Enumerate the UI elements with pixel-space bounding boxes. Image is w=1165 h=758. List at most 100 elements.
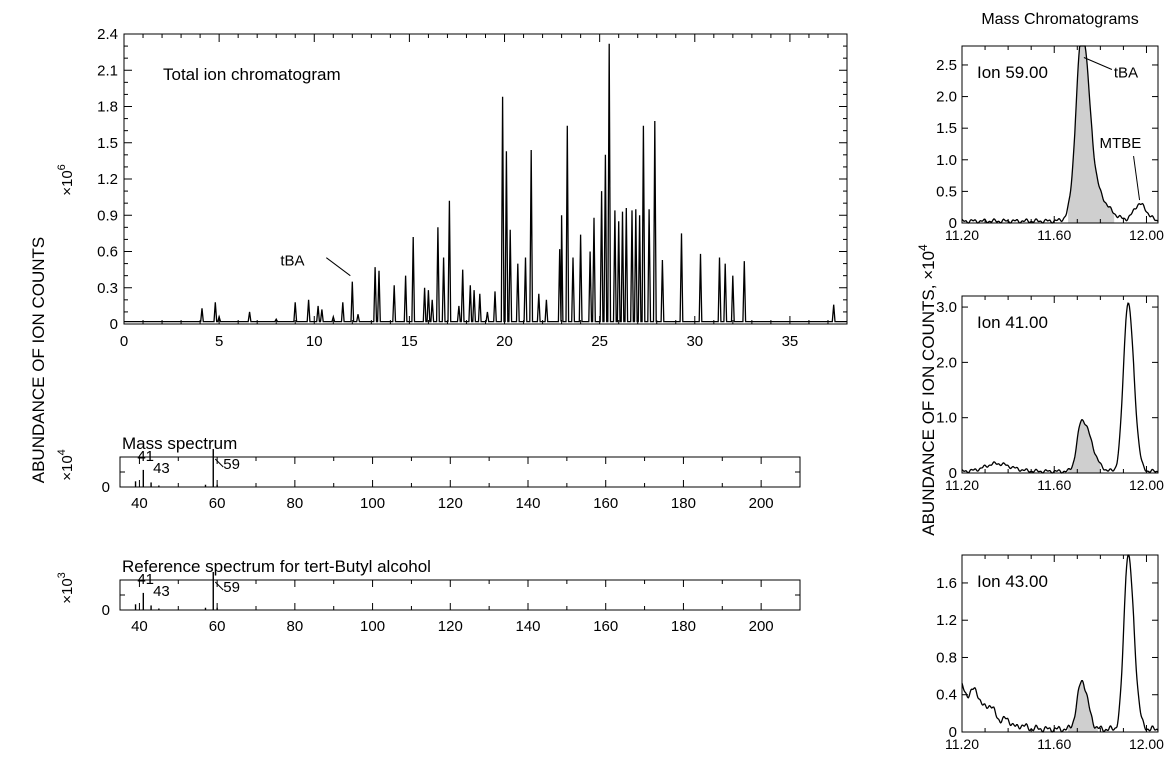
ms-chart: 40 60 80 100 120 140 160 180 200 0 ×104 Mass spectr…	[56, 434, 801, 512]
ion59-ytick-label: 0.5	[936, 183, 957, 200]
ion41-title: Ion 41.00	[977, 313, 1048, 332]
tic-xtick-label: 35	[782, 333, 799, 350]
ion59-ytick-label: 0	[949, 215, 957, 232]
tic-ytick-label: 0.9	[97, 207, 118, 224]
ref-multiplier-exp: 3	[56, 572, 68, 578]
ion41-xtick-label: 11.60	[1037, 477, 1071, 493]
ion41-xtick-label: 12.00	[1129, 477, 1164, 493]
tic-ytick-label: 2.1	[97, 62, 118, 79]
ion41-ytick-label: 0	[949, 465, 957, 482]
ms-xtick-label: 60	[209, 495, 226, 512]
tic-xtick-label: 30	[686, 333, 703, 350]
ion41-shaded-area	[1068, 419, 1101, 473]
ion41-ytick-label: 2.0	[936, 354, 957, 371]
ion59-title: Ion 59.00	[977, 63, 1048, 82]
ion43-ytick-label: 0	[949, 724, 957, 741]
ms-xtick-label: 200	[749, 495, 774, 512]
ms-ytick-label: 0	[102, 479, 110, 496]
ms-xtick-label: 40	[131, 495, 148, 512]
ref-multiplier-base: ×10	[59, 578, 76, 603]
tic-ytick-label: 0.3	[97, 280, 118, 297]
ion43-xtick-label: 11.60	[1037, 736, 1071, 752]
ref-title: Reference spectrum for tert-Butyl alcoho…	[122, 557, 431, 576]
tic-ytick-label: 1.5	[97, 135, 118, 152]
tic-ytick-label: 1.8	[97, 99, 118, 116]
ms-multiplier: ×104	[56, 449, 76, 481]
tic-xtick-label: 25	[591, 333, 608, 350]
ion59-annotation-leader	[1133, 155, 1141, 201]
right-title: Mass Chromatograms	[981, 11, 1138, 28]
ref-xtick-label: 160	[593, 618, 618, 635]
ref-xtick-label: 60	[209, 618, 226, 635]
ms-peak-leader	[214, 458, 224, 468]
right-ylabel-text: ABUNDANCE OF ION COUNTS, ×10	[919, 251, 938, 536]
tic-ytick-label: 0	[110, 316, 118, 333]
ms-xtick-label: 80	[287, 495, 304, 512]
ion43-trace	[961, 554, 1159, 733]
ms-xtick-label: 100	[360, 495, 385, 512]
tic-multiplier-base: ×10	[59, 170, 76, 195]
ms-title: Mass spectrum	[122, 434, 237, 453]
tic-ytick-label: 2.4	[97, 26, 118, 43]
ref-frame	[119, 579, 801, 611]
ion41-ytick-label: 1.0	[936, 410, 957, 427]
ion43-frame	[961, 554, 1159, 733]
ion59-frame	[961, 45, 1159, 224]
right-ylabel-exp: 4	[916, 244, 930, 251]
ms-multiplier-base: ×10	[59, 455, 76, 480]
ion59-ytick-label: 2.5	[936, 57, 957, 74]
ion41-xtick-label: 11.20	[945, 477, 979, 493]
ion59-shaded-area	[1068, 46, 1115, 223]
ms-multiplier-exp: 4	[56, 449, 68, 455]
ion59-trace	[961, 45, 1159, 224]
tic-annotation-leader	[326, 257, 351, 277]
tic-xtick-label: 15	[401, 333, 418, 350]
ms-frame	[119, 456, 801, 488]
tic-ytick-label: 1.2	[97, 171, 118, 188]
ms-xtick-label: 180	[671, 495, 696, 512]
ion43-chart: 11.20 11.60 12.00 0 0.4 0.8 1.2 1.6 Ion 43.00	[936, 554, 1164, 752]
left-ylabel: ABUNDANCE OF ION COUNTS	[29, 237, 48, 484]
tic-xtick-label: 20	[496, 333, 513, 350]
ion59-xtick-label: 11.60	[1037, 227, 1071, 243]
ion43-xtick-label: 11.20	[945, 736, 979, 752]
ion59-annotation-leader	[1083, 57, 1113, 70]
ref-xtick-label: 100	[360, 618, 385, 635]
ion59-xtick-label: 11.20	[945, 227, 979, 243]
ion43-shaded-area	[1068, 680, 1098, 732]
ion59-ytick-label: 1.0	[936, 152, 957, 169]
ion41-frame	[961, 295, 1159, 474]
ms-xtick-label: 160	[593, 495, 618, 512]
ion43-ytick-label: 1.6	[936, 575, 957, 592]
ion43-ytick-label: 0.8	[936, 649, 957, 666]
ion41-trace	[961, 302, 1159, 474]
ion41-ytick-label: 3.0	[936, 299, 957, 316]
ion59-annotation: MTBE	[1100, 135, 1142, 152]
ms-xtick-label: 140	[515, 495, 540, 512]
ref-xtick-label: 40	[131, 618, 148, 635]
ion59-annotation: tBA	[1114, 64, 1138, 81]
ref-ytick-label: 0	[102, 602, 110, 619]
ref-xtick-label: 140	[515, 618, 540, 635]
tic-multiplier-exp: 6	[56, 164, 68, 170]
tic-xtick-label: 10	[306, 333, 323, 350]
ion59-xtick-label: 12.00	[1129, 227, 1164, 243]
tic-chart: 0 5 10 15 20 25 30 35 0 0.3 0.6 0.9 1.2 1.5 1.8 2.1 2.4 ×…	[56, 26, 848, 350]
ion59-ytick-label: 2.0	[936, 89, 957, 106]
ion59-chart: 11.20 11.60 12.00 0 0.5 1.0 1.5 2.0 2.5 Ion 59.00…	[936, 45, 1164, 243]
ms-peak-label: 43	[153, 460, 170, 477]
right-ylabel: ABUNDANCE OF ION COUNTS, ×104	[916, 244, 938, 536]
ref-peak-label: 43	[153, 583, 170, 600]
ms-xtick-label: 120	[438, 495, 463, 512]
ref-peak-leader	[214, 581, 224, 591]
ref-xtick-label: 80	[287, 618, 304, 635]
ion43-ytick-label: 1.2	[936, 612, 957, 629]
ref-peak-label: 41	[137, 571, 154, 588]
tic-title: Total ion chromatogram	[163, 65, 341, 84]
tic-annotation: tBA	[280, 253, 304, 270]
ref-peak-label: 59	[223, 579, 240, 596]
ion43-ytick-label: 0.4	[936, 687, 957, 704]
ms-peak-label: 59	[223, 456, 240, 473]
ion43-xtick-label: 12.00	[1129, 736, 1164, 752]
ref-chart: 40 60 80 100 120 140 160 180 200 0 ×103 Reference s…	[56, 557, 801, 635]
